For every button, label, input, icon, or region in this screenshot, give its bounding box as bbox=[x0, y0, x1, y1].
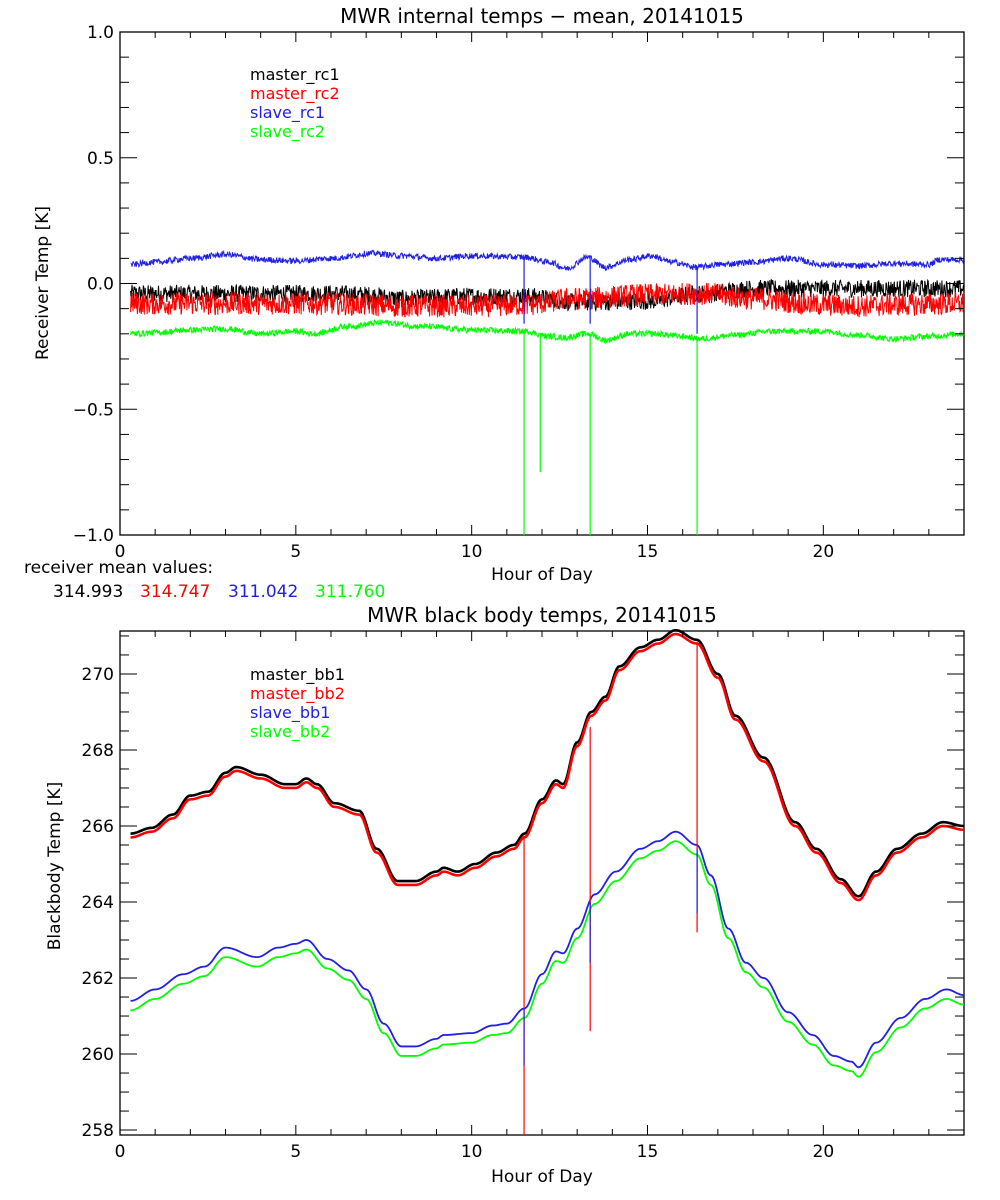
plot-frame bbox=[119, 31, 965, 536]
legend-item: master_bb2 bbox=[250, 684, 345, 704]
y-tick-label: −0.5 bbox=[73, 400, 114, 420]
series-slave_rc2 bbox=[130, 318, 965, 345]
y-tick-label: 264 bbox=[82, 893, 114, 913]
x-tick-label: 15 bbox=[637, 1142, 659, 1162]
y-tick-label: −1.0 bbox=[73, 526, 114, 546]
legend-item: slave_bb2 bbox=[250, 722, 330, 742]
legend: master_rc1 master_rc2 slave_rc1 slave_rc… bbox=[250, 65, 340, 142]
series-master_bb2 bbox=[130, 632, 965, 902]
axis-layer: 0 5 10 15 20 258 260 262 264 266 268 270 bbox=[82, 631, 965, 1162]
y-tick-label: 0.0 bbox=[87, 275, 114, 295]
x-tick-label: 20 bbox=[813, 542, 835, 562]
y-axis-label: Receiver Temp [K] bbox=[33, 206, 53, 360]
legend-item: master_rc2 bbox=[250, 84, 340, 104]
x-axis-label: Hour of Day bbox=[491, 1167, 593, 1187]
y-tick-label: 262 bbox=[82, 969, 114, 989]
legend-item: slave_rc1 bbox=[250, 103, 325, 123]
x-tick-label: 10 bbox=[461, 542, 483, 562]
y-axis-label: Blackbody Temp [K] bbox=[45, 782, 65, 951]
series-master_rc2 bbox=[130, 283, 965, 318]
x-tick-label: 5 bbox=[290, 1142, 301, 1162]
series-slave_bb1 bbox=[130, 830, 965, 1069]
receiver-mean-value: 311.760 bbox=[315, 582, 385, 602]
y-tick-label: 270 bbox=[82, 665, 114, 685]
x-tick-label: 10 bbox=[461, 1142, 483, 1162]
y-tick-label: 268 bbox=[82, 741, 114, 761]
y-tick-label: 260 bbox=[82, 1045, 114, 1065]
chart-title: MWR black body temps, 20141015 bbox=[367, 603, 717, 627]
series-master_bb1 bbox=[130, 628, 965, 898]
legend-item: master_bb1 bbox=[250, 665, 345, 685]
receiver-mean-value: 314.993 bbox=[53, 582, 123, 602]
receiver-mean-annotation: receiver mean values: 314.993 314.747 31… bbox=[24, 558, 385, 602]
series-slave_rc1 bbox=[130, 249, 965, 272]
legend: master_bb1 master_bb2 slave_bb1 slave_bb… bbox=[250, 665, 345, 742]
chart-title: MWR internal temps − mean, 20141015 bbox=[340, 4, 744, 28]
y-tick-label: 258 bbox=[82, 1121, 114, 1141]
receiver-mean-value: 311.042 bbox=[228, 582, 298, 602]
series-layer bbox=[130, 249, 965, 345]
x-tick-label: 20 bbox=[813, 1142, 835, 1162]
spike-layer bbox=[523, 257, 698, 535]
series-slave_bb2 bbox=[130, 840, 965, 1078]
y-tick-label: 0.5 bbox=[87, 149, 114, 169]
y-tick-label: 266 bbox=[82, 817, 114, 837]
legend-item: master_rc1 bbox=[250, 65, 340, 85]
x-tick-label: 0 bbox=[115, 1142, 126, 1162]
y-tick-label: 1.0 bbox=[87, 23, 114, 43]
x-axis-label: Hour of Day bbox=[491, 565, 593, 585]
x-tick-label: 15 bbox=[637, 542, 659, 562]
axis-layer: 0 5 10 15 20 −1.0 −0.5 0.0 0.5 1.0 bbox=[73, 23, 965, 562]
legend-item: slave_rc2 bbox=[250, 122, 325, 142]
receiver-mean-value: 314.747 bbox=[140, 582, 210, 602]
receiver-temp-chart: MWR internal temps − mean, 20141015 0 5 10… bbox=[33, 4, 965, 585]
receiver-mean-label: receiver mean values: bbox=[24, 558, 213, 578]
x-tick-label: 0 bbox=[115, 542, 126, 562]
legend-item: slave_bb1 bbox=[250, 703, 330, 723]
blackbody-temp-chart: MWR black body temps, 20141015 0 5 10 15 20 2… bbox=[45, 603, 965, 1187]
series-layer bbox=[130, 628, 965, 1078]
spike-layer bbox=[523, 641, 698, 1135]
x-tick-label: 5 bbox=[290, 542, 301, 562]
